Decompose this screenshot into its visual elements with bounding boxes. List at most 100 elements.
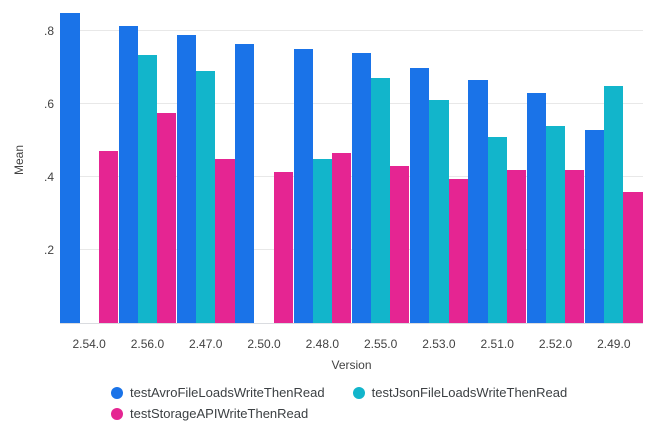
bar-groups xyxy=(60,0,643,323)
bar-slot xyxy=(196,0,216,323)
bar-slot xyxy=(585,0,605,323)
gridline xyxy=(60,249,643,250)
bar-slot xyxy=(157,0,177,323)
x-tick-label-2.55.0: 2.55.0 xyxy=(363,337,398,351)
bar-testStorageAPIWriteThenRead-2.54.0[interactable] xyxy=(98,151,118,323)
bar-group-2.52.0 xyxy=(526,0,585,323)
bar-testAvroFileLoadsWriteThenRead-2.48.0[interactable] xyxy=(293,49,313,323)
bar-slot xyxy=(565,0,585,323)
legend-item-testJsonFileLoadsWriteThenRead[interactable]: testJsonFileLoadsWriteThenRead xyxy=(352,385,568,400)
bar-testAvroFileLoadsWriteThenRead-2.47.0[interactable] xyxy=(176,34,197,323)
bar-group-2.54.0 xyxy=(60,0,118,323)
bar-slot xyxy=(351,0,372,323)
bar-testAvroFileLoadsWriteThenRead-2.49.0[interactable] xyxy=(585,129,605,323)
x-tick-label-2.52.0: 2.52.0 xyxy=(538,337,573,351)
bar-group-2.49.0 xyxy=(585,0,643,323)
x-tick-label-2.47.0: 2.47.0 xyxy=(189,337,223,351)
bar-testStorageAPIWriteThenRead-2.50.0[interactable] xyxy=(273,171,293,323)
bar-slot xyxy=(429,0,449,323)
y-tick-label: .6 xyxy=(43,97,54,111)
x-axis-ticks: 2.54.0 2.56.0 2.47.0 2.50.0 2.48.0 2.55.0 2.53… xyxy=(60,337,643,351)
x-tick-label-2.53.0: 2.53.0 xyxy=(422,337,456,351)
gridline xyxy=(60,103,643,104)
bar-testStorageAPIWriteThenRead-2.53.0[interactable] xyxy=(448,178,468,323)
bar-testStorageAPIWriteThenRead-2.55.0[interactable] xyxy=(390,166,410,323)
bar-testAvroFileLoadsWriteThenRead-2.55.0[interactable] xyxy=(351,52,372,323)
bar-testJsonFileLoadsWriteThenRead-2.53.0[interactable] xyxy=(429,100,449,323)
x-tick-label-2.54.0: 2.54.0 xyxy=(72,337,106,351)
bar-slot xyxy=(293,0,313,323)
y-tick-label: .2 xyxy=(43,243,54,257)
bar-slot xyxy=(176,0,197,323)
bar-testAvroFileLoadsWriteThenRead-2.56.0[interactable] xyxy=(118,25,138,323)
bar-testStorageAPIWriteThenRead-2.48.0[interactable] xyxy=(331,153,352,323)
bar-testJsonFileLoadsWriteThenRead-2.52.0[interactable] xyxy=(545,125,566,323)
bar-testJsonFileLoadsWriteThenRead-2.48.0[interactable] xyxy=(312,158,332,323)
legend-label: testJsonFileLoadsWriteThenRead xyxy=(371,385,568,400)
x-axis-title: Version xyxy=(331,358,372,372)
gridline xyxy=(60,176,643,177)
bar-testJsonFileLoadsWriteThenRead-2.55.0[interactable] xyxy=(371,78,391,323)
bar-group-2.47.0 xyxy=(176,0,235,323)
bar-testAvroFileLoadsWriteThenRead-2.51.0[interactable] xyxy=(468,80,488,323)
bar-testJsonFileLoadsWriteThenRead-2.56.0[interactable] xyxy=(137,54,158,323)
bar-slot xyxy=(215,0,235,323)
x-tick-label-2.48.0: 2.48.0 xyxy=(305,337,340,351)
legend-item-testAvroFileLoadsWriteThenRead[interactable]: testAvroFileLoadsWriteThenRead xyxy=(111,385,325,400)
y-axis-ticks: .2 .4 .6 .8 xyxy=(0,0,54,323)
bar-testAvroFileLoadsWriteThenRead-2.54.0[interactable] xyxy=(60,12,80,323)
y-tick-label: .4 xyxy=(43,170,54,184)
bar-slot xyxy=(312,0,332,323)
bar-testJsonFileLoadsWriteThenRead-2.47.0[interactable] xyxy=(196,71,216,323)
bar-testStorageAPIWriteThenRead-2.56.0[interactable] xyxy=(157,113,177,323)
bar-testJsonFileLoadsWriteThenRead-2.51.0[interactable] xyxy=(487,136,507,323)
legend-color-dot xyxy=(352,386,365,399)
plot-area xyxy=(60,0,643,324)
x-tick-label-2.56.0: 2.56.0 xyxy=(130,337,165,351)
bar-slot xyxy=(118,0,138,323)
x-tick-label-2.50.0: 2.50.0 xyxy=(247,337,281,351)
bar-slot xyxy=(235,0,255,323)
legend-color-dot xyxy=(111,386,123,399)
bar-group-2.50.0 xyxy=(235,0,293,323)
bar-testAvroFileLoadsWriteThenRead-2.52.0[interactable] xyxy=(526,93,546,323)
bar-slot xyxy=(390,0,410,323)
bar-slot xyxy=(254,0,273,323)
legend-color-dot xyxy=(111,407,123,420)
bar-group-2.48.0 xyxy=(293,0,352,323)
bar-slot xyxy=(545,0,566,323)
bar-slot xyxy=(506,0,526,323)
y-tick-label: .8 xyxy=(43,24,54,38)
legend-item-testStorageAPIWriteThenRead[interactable]: testStorageAPIWriteThenRead xyxy=(111,406,308,421)
bar-testStorageAPIWriteThenRead-2.51.0[interactable] xyxy=(506,169,526,323)
bar-testAvroFileLoadsWriteThenRead-2.53.0[interactable] xyxy=(410,67,430,323)
bar-slot xyxy=(604,0,624,323)
legend-label: testAvroFileLoadsWriteThenRead xyxy=(130,385,325,400)
bar-testStorageAPIWriteThenRead-2.49.0[interactable] xyxy=(623,191,643,323)
bar-slot xyxy=(487,0,507,323)
bar-slot xyxy=(448,0,468,323)
bar-group-2.55.0 xyxy=(351,0,410,323)
bar-slot xyxy=(137,0,158,323)
bar-slot xyxy=(331,0,352,323)
gridline xyxy=(60,30,643,31)
bar-slot xyxy=(468,0,488,323)
bar-testJsonFileLoadsWriteThenRead-2.49.0[interactable] xyxy=(604,85,624,323)
bar-group-2.53.0 xyxy=(410,0,468,323)
bar-slot xyxy=(80,0,99,323)
bar-slot xyxy=(410,0,430,323)
bar-slot xyxy=(60,0,80,323)
bar-testStorageAPIWriteThenRead-2.47.0[interactable] xyxy=(215,158,235,323)
legend-label: testStorageAPIWriteThenRead xyxy=(130,406,309,421)
legend: testAvroFileLoadsWriteThenRead testJsonFi… xyxy=(111,385,591,421)
bar-slot xyxy=(273,0,293,323)
bar-slot xyxy=(623,0,643,323)
bar-testStorageAPIWriteThenRead-2.52.0[interactable] xyxy=(565,169,585,323)
x-tick-label-2.51.0: 2.51.0 xyxy=(480,337,514,351)
bar-group-2.56.0 xyxy=(118,0,177,323)
bar-slot xyxy=(98,0,118,323)
bar-testAvroFileLoadsWriteThenRead-2.50.0[interactable] xyxy=(235,43,255,323)
bar-slot xyxy=(526,0,546,323)
bar-group-2.51.0 xyxy=(468,0,526,323)
